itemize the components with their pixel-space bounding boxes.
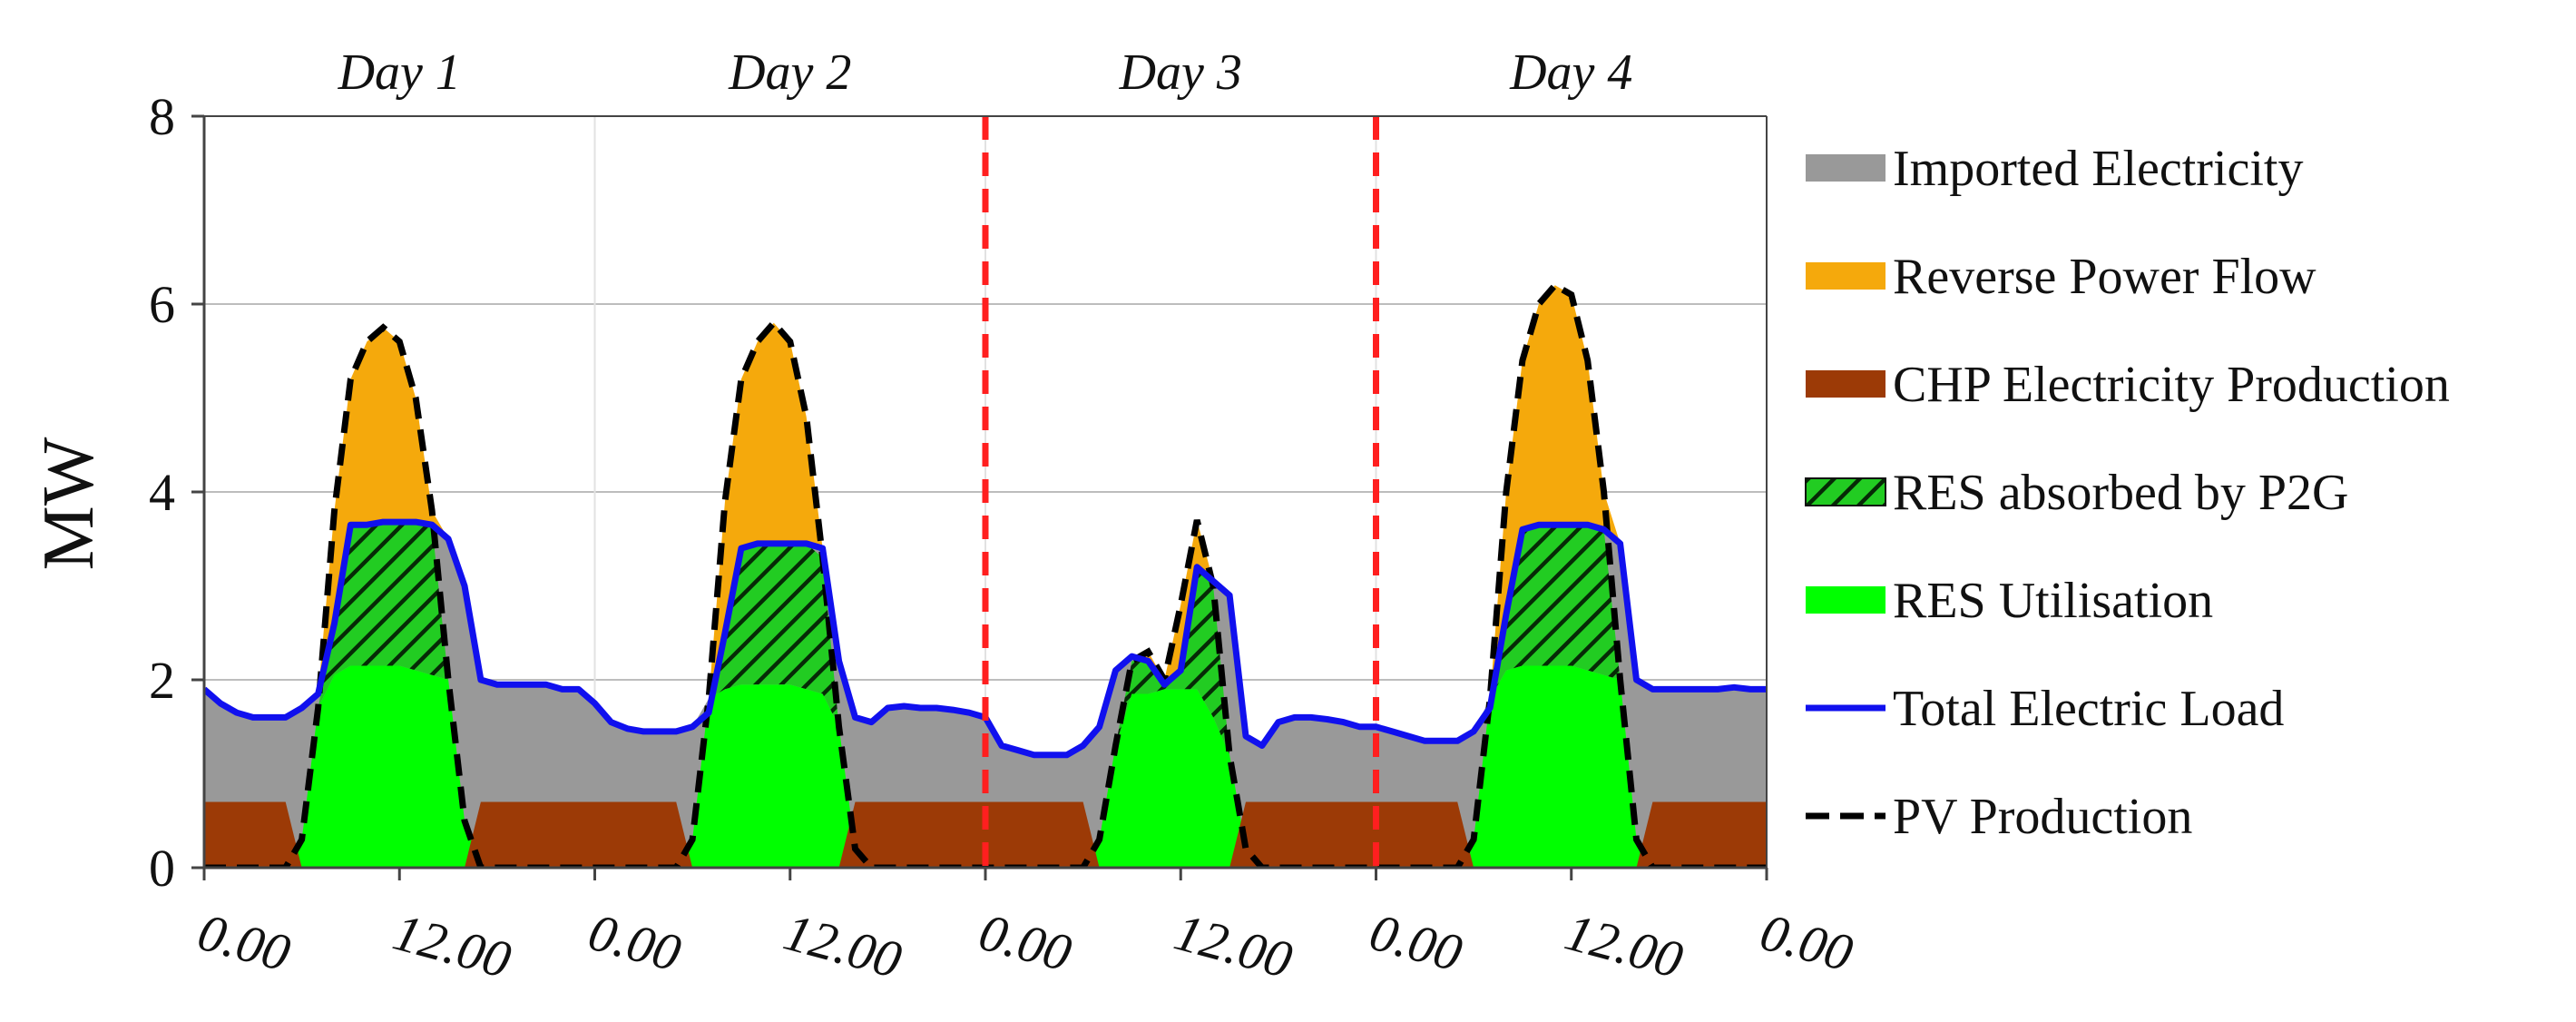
legend-label: PV Production	[1893, 789, 2192, 845]
x-tick-label: 12.00	[1559, 902, 1689, 990]
legend-label: Total Electric Load	[1893, 681, 2284, 737]
y-axis-label: MW	[29, 437, 109, 570]
legend-item-chp: CHP Electricity Production	[1806, 357, 2450, 413]
area-res-utilisation	[204, 665, 1767, 868]
legend-item-res: RES Utilisation	[1806, 573, 2213, 629]
day-label: Day 4	[1509, 44, 1632, 101]
legend-item-p2g: RES absorbed by P2G	[1805, 465, 2348, 521]
legend-swatch	[1806, 262, 1885, 290]
legend-label: CHP Electricity Production	[1893, 357, 2450, 413]
legend-item-imported: Imported Electricity	[1806, 141, 2303, 197]
legend-item-load: Total Electric Load	[1806, 681, 2284, 737]
x-tick-label: 0.00	[583, 902, 687, 983]
x-tick-label: 12.00	[778, 902, 907, 990]
axes: 0 2 4 6 8 0.00 12.00 0.00 12.00 0.00 12.00 0.00 12.0…	[149, 44, 1859, 989]
y-tick-label: 6	[149, 275, 175, 334]
legend-swatch	[1806, 370, 1885, 398]
day-label: Day 3	[1119, 44, 1242, 101]
x-tick-label: 12.00	[1169, 902, 1298, 990]
area-res-absorbed-by-p2g	[204, 522, 1767, 868]
y-tick-label: 0	[149, 839, 175, 898]
legend-item-pv: PV Production	[1806, 789, 2192, 845]
y-tick-label: 2	[149, 651, 175, 710]
x-tick-label: 0.00	[1755, 902, 1859, 983]
legend-label: Imported Electricity	[1893, 141, 2303, 197]
legend-swatch	[1806, 154, 1885, 182]
y-tick-label: 8	[149, 87, 175, 146]
x-tick-label: 0.00	[974, 902, 1078, 983]
legend-item-reverse: Reverse Power Flow	[1806, 249, 2316, 305]
y-tick-label: 4	[149, 463, 175, 522]
x-tick-label: 0.00	[1364, 902, 1468, 983]
day-label: Day 2	[728, 44, 851, 101]
legend-label: Reverse Power Flow	[1893, 249, 2316, 305]
x-tick-label: 0.00	[192, 902, 297, 983]
legend-label: RES Utilisation	[1893, 573, 2213, 629]
legend-swatch	[1806, 586, 1885, 614]
day-separators	[982, 116, 1379, 868]
legend: Imported Electricity Reverse Power Flow CH…	[1805, 141, 2450, 845]
day-label: Day 1	[338, 44, 461, 101]
legend-swatch	[1805, 477, 1886, 506]
line-pv-production	[204, 280, 1767, 868]
x-tick-label: 12.00	[387, 902, 517, 990]
legend-label: RES absorbed by P2G	[1893, 465, 2348, 521]
